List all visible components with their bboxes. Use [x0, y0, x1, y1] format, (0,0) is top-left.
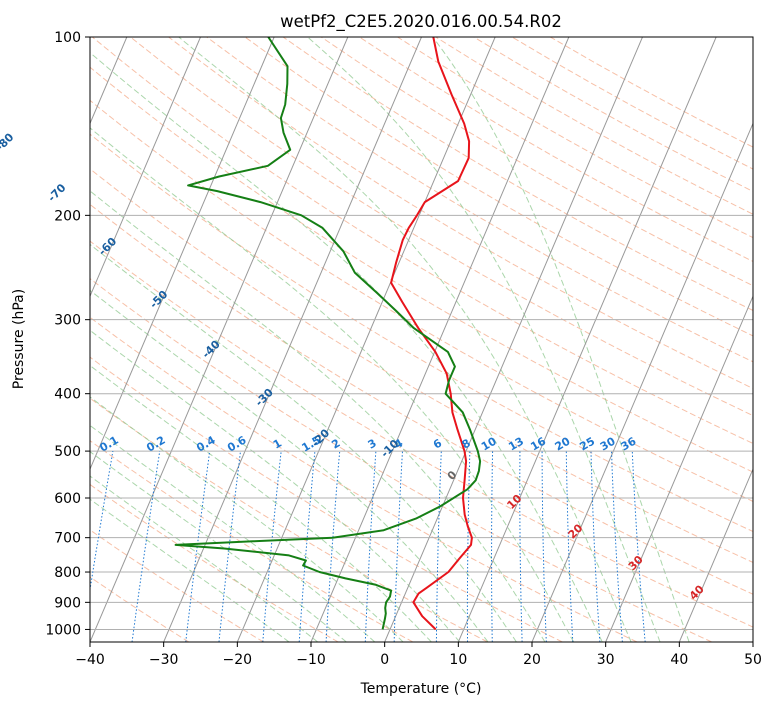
dry-adiabat: [90, 133, 753, 533]
y-tick-label: 700: [54, 531, 81, 547]
mixing-ratio-line: [325, 451, 341, 642]
mixing-ratio-line: [565, 451, 574, 642]
mixing-ratio-line: [519, 451, 523, 642]
x-tick-label: 40: [670, 652, 688, 668]
y-tick-label: 900: [54, 595, 81, 611]
mixing-ratio-line: [611, 451, 623, 642]
mixing-ratio-line: [466, 451, 471, 642]
x-axis-label: Temperature (°C): [360, 681, 482, 697]
y-tick-label: 500: [54, 444, 81, 460]
moist-adiabat: [90, 243, 517, 642]
moist-adiabat: [90, 51, 603, 642]
y-tick-label: 600: [54, 491, 81, 507]
moist-adiabat: [90, 396, 404, 642]
y-axis-label: Pressure (hPa): [11, 289, 27, 389]
isotherm-line: [678, 467, 753, 642]
isotherm-line: [90, 37, 201, 298]
dry-adiabat: [282, 37, 753, 312]
moist-adiabat: [90, 451, 347, 642]
mixing-ratio-line: [631, 451, 646, 642]
y-tick-label: 300: [54, 313, 81, 329]
dry-adiabat: [206, 37, 753, 363]
isotherm-line: [163, 37, 422, 642]
dry-adiabat: [130, 37, 753, 417]
mixing-ratio-line: [541, 451, 547, 642]
y-axis: 100 200 300 400 500 600 700 800 900 1000: [45, 30, 90, 638]
y-tick-label: 200: [54, 208, 81, 224]
plot-frame: [89, 36, 754, 643]
mixing-ratio-line: [262, 451, 282, 642]
isotherm-line: [90, 37, 275, 471]
isotherm-line: [457, 37, 717, 642]
dry-adiabat: [90, 240, 753, 628]
moist-adiabat: [90, 190, 546, 642]
y-tick-label: 800: [54, 565, 81, 581]
moist-adiabat: [307, 37, 661, 642]
mixing-ratio-line: [491, 451, 494, 642]
dry-adiabat: [90, 356, 563, 642]
isotherm-line: [384, 37, 643, 642]
x-tick-label: −20: [223, 652, 253, 668]
moist-adiabat: [90, 424, 376, 642]
x-tick-label: −10: [296, 652, 326, 668]
isotherm-line: [605, 295, 753, 642]
mixing-ratio-line: [393, 451, 403, 642]
moist-adiabat: [90, 364, 432, 642]
isotherm-line: [310, 37, 570, 642]
moist-adiabat: [90, 475, 319, 642]
moist-adiabat: [90, 289, 489, 642]
x-tick-label: −40: [75, 652, 105, 668]
moist-adiabat: [90, 329, 461, 642]
sounding-series: [174, 37, 482, 631]
mixing-ratio-line: [364, 451, 377, 642]
isotherm-line: [531, 122, 753, 642]
isotherm-line: [236, 37, 496, 642]
mixing-ratio-line: [218, 451, 241, 642]
x-tick-label: 20: [523, 652, 541, 668]
dry-adiabat: [90, 203, 753, 595]
mixing-ratio-line: [435, 451, 442, 642]
dry-adiabat: [90, 168, 753, 563]
chart-title: wetPf2_C2E5.2020.016.00.54.R02: [280, 12, 562, 32]
moist-adiabat: [90, 127, 575, 642]
x-tick-label: 50: [744, 652, 762, 668]
y-tick-label: 400: [54, 387, 81, 403]
dry-adiabat: [90, 397, 488, 642]
y-tick-label: 100: [54, 30, 81, 46]
dry-adiabat: [90, 576, 190, 642]
background-lines: [90, 37, 753, 642]
x-tick-label: 10: [449, 652, 467, 668]
isotherm-line: [90, 37, 349, 642]
dry-adiabat: [90, 66, 753, 473]
series-dewpoint-line: [174, 37, 482, 630]
x-tick-label: −30: [149, 652, 179, 668]
x-tick-label: 30: [597, 652, 615, 668]
mixing-ratio-line: [590, 451, 601, 642]
x-axis: −40 −30 −20 −10 0 10 20 30 40 50: [75, 642, 762, 668]
x-tick-label: 0: [380, 652, 389, 668]
y-tick-label: 1000: [45, 622, 81, 638]
moist-adiabat: [432, 37, 690, 642]
moist-adiabat: [178, 37, 632, 642]
dry-adiabat: [90, 316, 638, 642]
series-temperature-line: [390, 37, 473, 631]
